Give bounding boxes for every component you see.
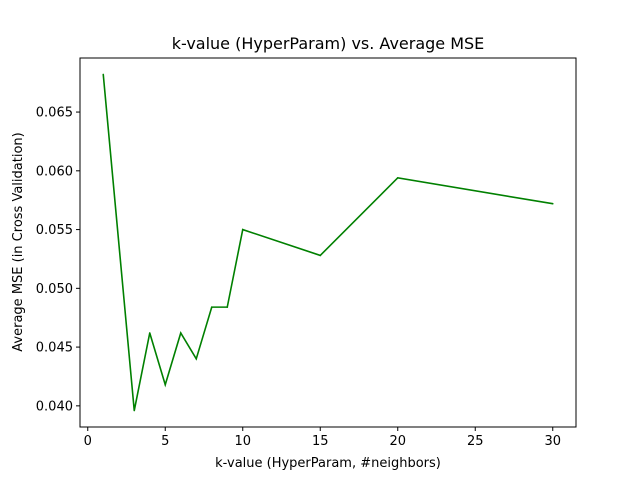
- series-line: [102, 74, 553, 411]
- y-tick-label: 0.055: [36, 223, 73, 238]
- y-tick-label: 0.045: [36, 341, 73, 356]
- x-tick-label: 5: [161, 434, 169, 449]
- plot-area: [102, 73, 554, 412]
- x-tick-label: 20: [389, 434, 406, 449]
- y-tick-label: 0.050: [36, 282, 73, 297]
- data-point: [241, 228, 244, 231]
- data-point: [195, 358, 198, 360]
- data-point: [210, 306, 213, 308]
- plot-frame: [79, 57, 577, 428]
- data-point: [551, 202, 554, 205]
- y-tick-label: 0.040: [36, 399, 73, 414]
- x-axis-label: k-value (HyperParam, #neighbors): [215, 456, 441, 471]
- x-tick-label: 25: [467, 434, 484, 449]
- x-tick-label: 0: [84, 434, 92, 449]
- data-point: [179, 332, 182, 334]
- data-point: [319, 254, 322, 257]
- y-tick-label: 0.060: [36, 164, 73, 179]
- data-point: [148, 332, 151, 334]
- series-points: [102, 73, 554, 412]
- y-axis-ticks: 0.040 0.045 0.050 0.055 0.060 0.065: [36, 106, 80, 414]
- x-tick-label: 30: [544, 434, 561, 449]
- data-point: [102, 73, 105, 76]
- data-point: [164, 383, 167, 386]
- data-point: [226, 306, 229, 308]
- chart-title: k-value (HyperParam) vs. Average MSE: [172, 34, 485, 53]
- y-axis-label: Average MSE (in Cross Validation): [11, 132, 26, 351]
- data-point: [396, 177, 399, 179]
- x-axis-ticks: 0 5 10 15 20 25 30: [84, 427, 561, 449]
- data-point: [133, 409, 136, 412]
- x-tick-label: 15: [312, 434, 329, 449]
- y-tick-label: 0.065: [36, 106, 73, 121]
- x-tick-label: 10: [234, 434, 251, 449]
